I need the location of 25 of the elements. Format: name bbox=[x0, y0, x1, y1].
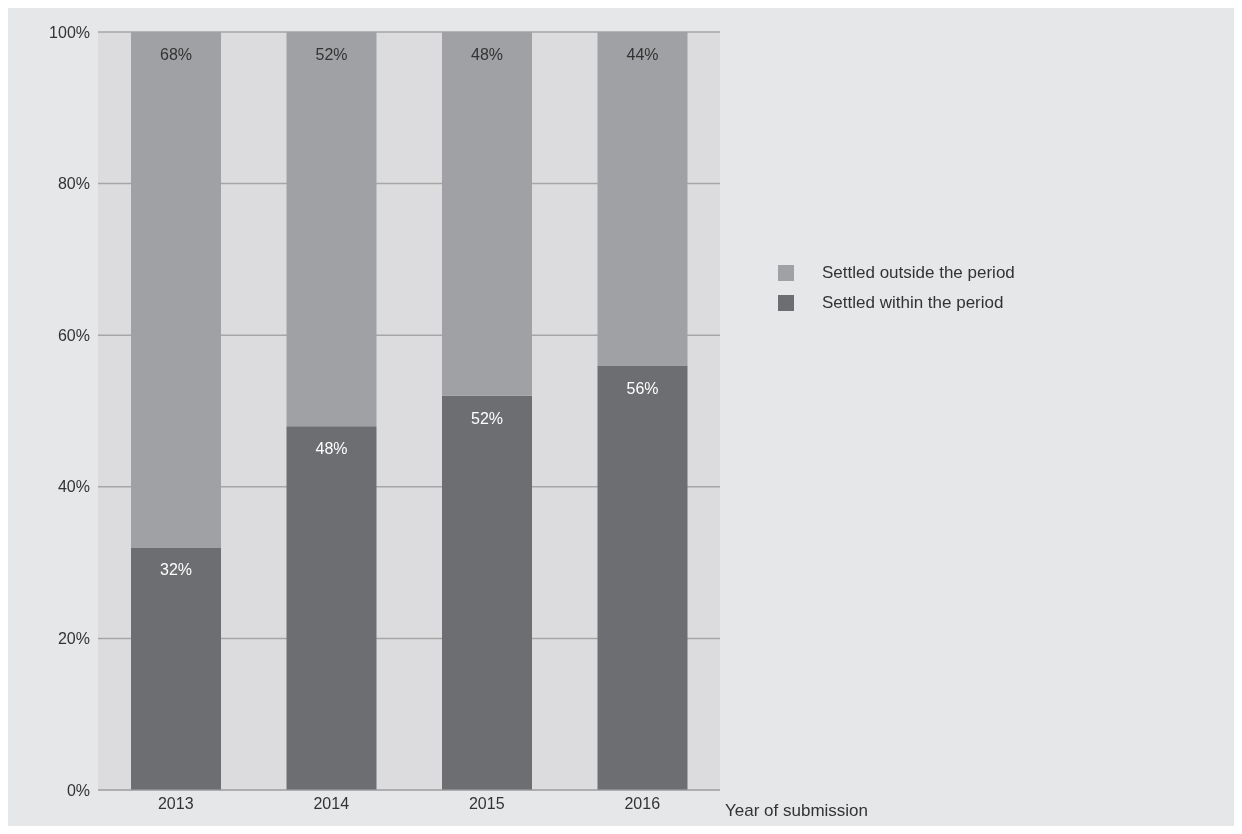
y-tick-label: 20% bbox=[57, 630, 90, 648]
y-tick-label: 80% bbox=[57, 175, 90, 193]
bar bbox=[597, 365, 688, 790]
y-tick-label: 100% bbox=[49, 23, 90, 41]
data-label: 48% bbox=[470, 46, 504, 63]
data-label: 48% bbox=[315, 440, 348, 458]
data-label: 32% bbox=[159, 561, 193, 579]
x-tick-label: 2013 bbox=[157, 795, 194, 813]
bar bbox=[442, 395, 532, 790]
bar bbox=[131, 547, 221, 790]
x-axis-title: Year of submission bbox=[725, 801, 869, 821]
y-tick-label: 40% bbox=[57, 478, 90, 496]
data-label: 68% bbox=[159, 46, 193, 63]
bar bbox=[286, 426, 377, 790]
data-label: 52% bbox=[315, 46, 348, 63]
legend-label: Settled outside the period bbox=[822, 263, 1015, 283]
y-tick-label: 60% bbox=[57, 326, 90, 344]
x-tick-label: 2014 bbox=[313, 795, 350, 813]
data-label: 56% bbox=[626, 379, 659, 397]
y-tick-label: 0% bbox=[66, 781, 90, 799]
data-label: 44% bbox=[626, 46, 659, 63]
data-label: 52% bbox=[470, 409, 504, 427]
legend-label: Settled within the period bbox=[822, 293, 1004, 313]
x-tick-label: 2016 bbox=[624, 795, 661, 813]
x-tick-label: 2015 bbox=[468, 795, 505, 813]
